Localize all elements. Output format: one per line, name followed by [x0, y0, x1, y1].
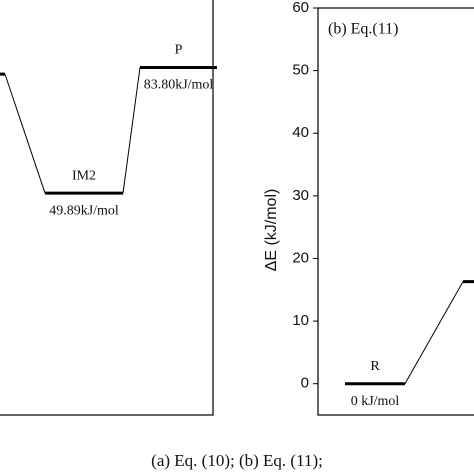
y-tick-label: 20: [292, 249, 309, 266]
panel-title: (b) Eq.(11): [328, 21, 399, 38]
plot-frame: [317, 7, 474, 416]
connector: [122, 67, 141, 194]
y-tick-label: 10: [292, 312, 309, 329]
y-tick-label: 0: [301, 375, 309, 392]
level-label: R: [370, 359, 380, 374]
connector: [404, 281, 464, 384]
connector: [4, 73, 46, 194]
y-tick-label: 50: [292, 62, 309, 79]
y-tick-label: 30: [292, 187, 309, 204]
value-label: 49.89kJ/mol: [49, 203, 119, 218]
y-tick-label: 40: [292, 124, 309, 141]
y-axis-label: ΔE (kJ/mol): [263, 189, 280, 272]
y-tick-label: 60: [292, 0, 309, 16]
level-label: P: [175, 43, 183, 58]
plot-frame: [0, 0, 214, 416]
value-label: 83.80kJ/mol: [144, 78, 214, 93]
level-label: IM2: [72, 168, 96, 183]
value-label: 0 kJ/mol: [351, 394, 400, 409]
caption: (a) Eq. (10); (b) Eq. (11);: [151, 451, 323, 470]
